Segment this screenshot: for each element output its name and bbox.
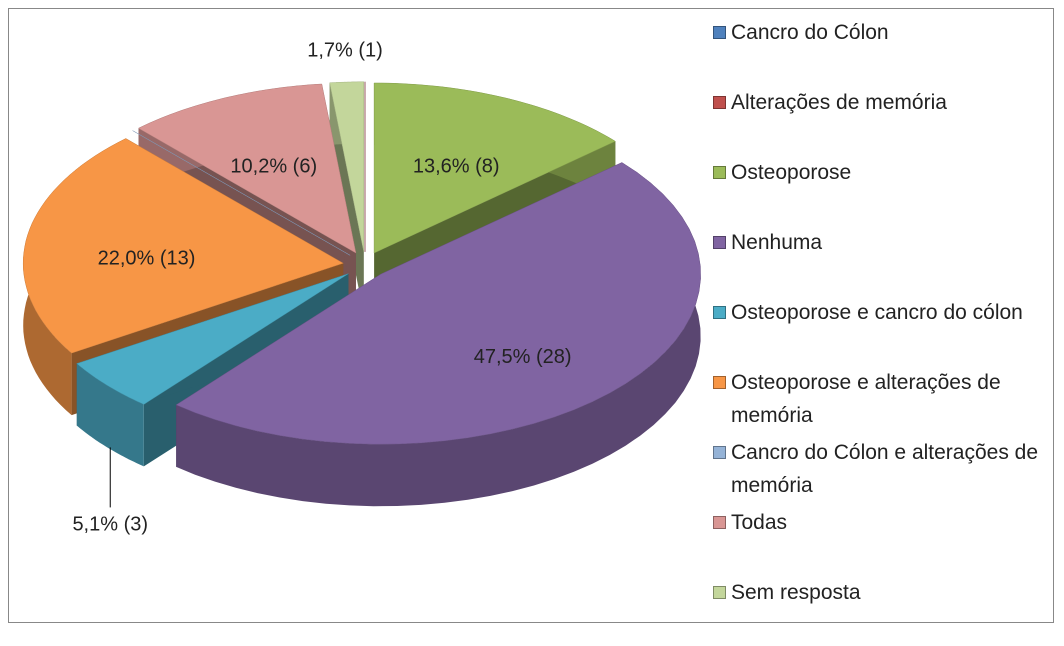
legend-swatch	[713, 306, 726, 319]
legend-item: Cancro do Cólon e alterações de memória	[713, 436, 1058, 506]
legend-label: Osteoporose	[731, 161, 852, 184]
slice	[329, 81, 365, 252]
chart-frame	[8, 8, 1054, 623]
slice	[76, 273, 349, 405]
data-label: 10,2% (6)	[230, 155, 317, 177]
slice	[137, 83, 357, 254]
legend-swatch	[713, 236, 726, 249]
legend: Cancro do Cólon Alterações de memória Oste…	[713, 16, 1058, 646]
legend-item: Cancro do Cólon	[713, 16, 1058, 86]
legend-swatch	[713, 586, 726, 599]
data-label: 1,7% (1)	[307, 39, 383, 61]
legend-item: Todas	[713, 506, 1058, 576]
slice-rim	[176, 162, 701, 507]
legend-swatch	[713, 376, 726, 389]
data-label: 47,5% (28)	[474, 346, 572, 368]
legend-label: Alterações de memória	[731, 91, 947, 114]
legend-swatch	[713, 166, 726, 179]
legend-item: Nenhuma	[713, 226, 1058, 296]
slice-rim	[76, 363, 144, 467]
legend-item: Osteoporose e alterações de memória	[713, 366, 1058, 436]
legend-label: Nenhuma	[731, 231, 823, 254]
legend-swatch	[713, 96, 726, 109]
legend-swatch	[713, 516, 726, 529]
legend-item: Osteoporose e cancro do cólon	[713, 296, 1058, 366]
legend-swatch	[713, 26, 726, 39]
data-label: 22,0% (13)	[98, 248, 196, 270]
legend-item: Alterações de memória	[713, 86, 1058, 156]
chart: 13,6% (8) 47,5% (28) 5,1% (3) 22,0% (13) 10,…	[22, 39, 701, 536]
slice	[175, 162, 701, 445]
legend-label: Cancro do Cólon	[731, 21, 889, 44]
legend-label: Cancro do Cólon e alterações de memória	[731, 441, 1039, 497]
slice	[22, 138, 344, 354]
legend-label: Osteoporose e cancro do cólon	[731, 301, 1023, 324]
legend-item: Osteoporose	[713, 156, 1058, 226]
slice	[132, 130, 351, 256]
data-label: 13,6% (8)	[413, 155, 500, 177]
data-label: 5,1% (3)	[72, 514, 148, 536]
legend-item: Sem resposta	[713, 576, 1058, 646]
legend-swatch	[713, 446, 726, 459]
legend-label: Osteoporose e alterações de memória	[731, 371, 1001, 427]
slice	[373, 82, 616, 254]
legend-label: Sem resposta	[731, 581, 861, 604]
legend-label: Todas	[731, 511, 788, 534]
